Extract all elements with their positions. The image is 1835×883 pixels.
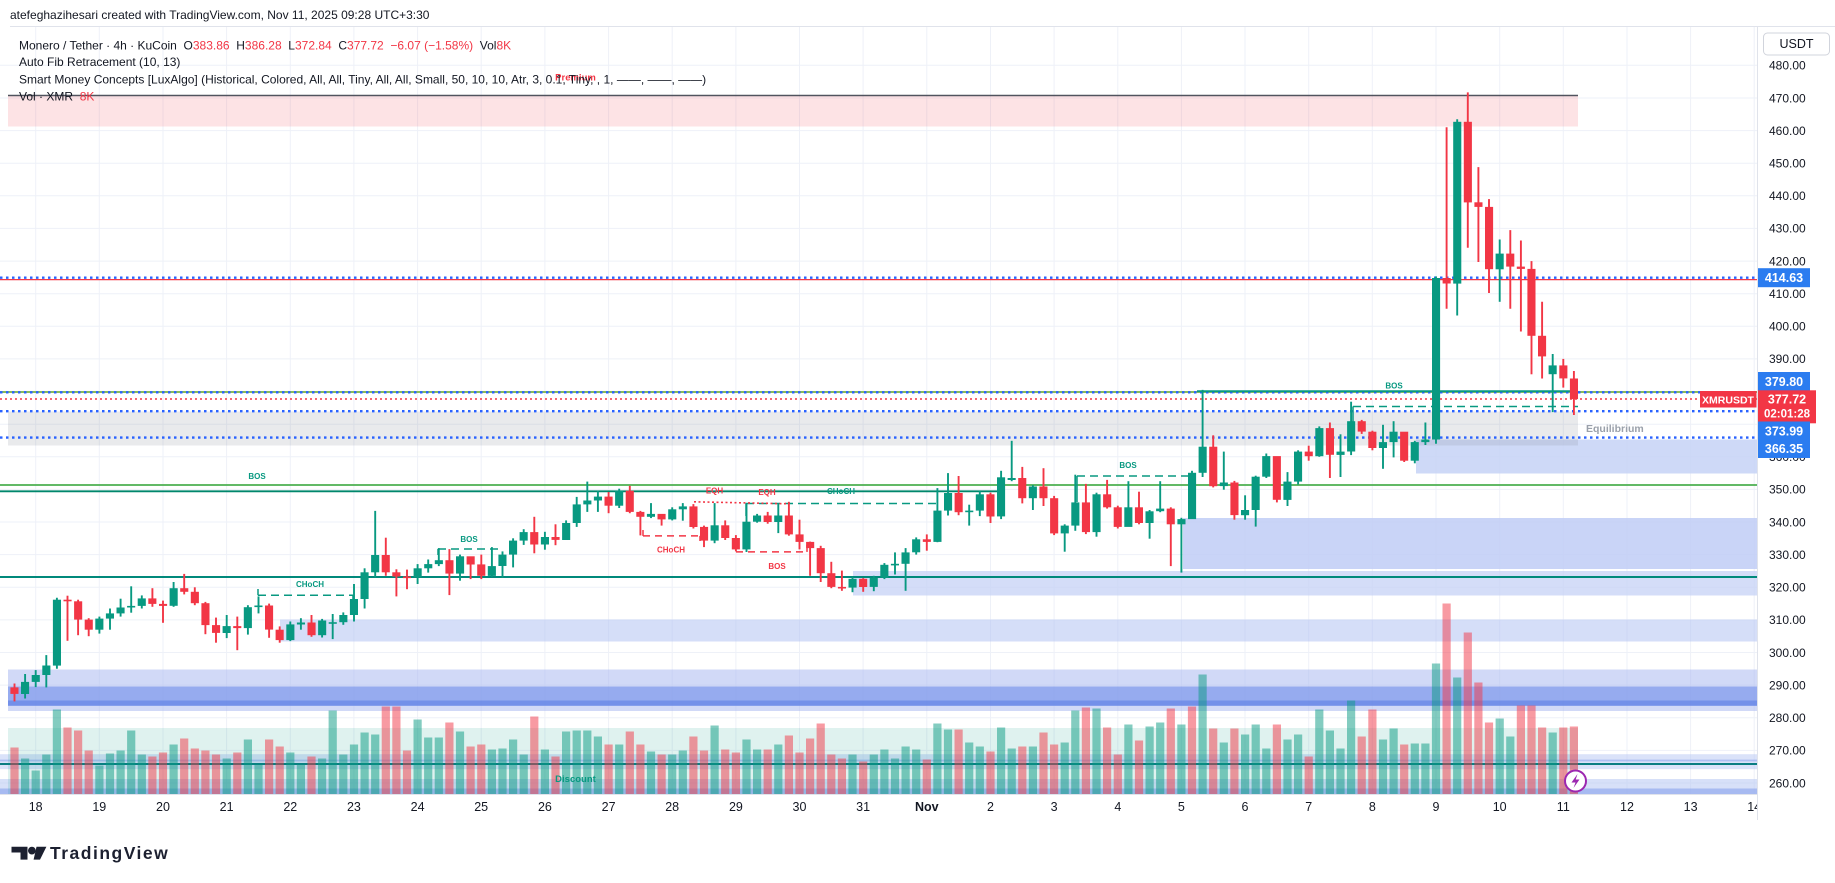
- svg-text:10: 10: [1493, 800, 1507, 814]
- svg-text:260.00: 260.00: [1769, 776, 1806, 790]
- svg-text:Discount: Discount: [555, 774, 596, 785]
- svg-text:22: 22: [283, 800, 297, 814]
- svg-text:TradingView: TradingView: [50, 843, 169, 863]
- svg-text:Vol · XMR 8K: Vol · XMR 8K: [19, 90, 94, 104]
- svg-text:Monero / Tether · 4h · KuCoin: Monero / Tether · 4h · KuCoin O383.86 H3…: [19, 39, 511, 53]
- svg-text:31: 31: [856, 800, 870, 814]
- svg-text:8: 8: [1369, 800, 1376, 814]
- svg-text:3: 3: [1051, 800, 1058, 814]
- svg-text:Premium: Premium: [555, 73, 596, 84]
- svg-text:BOS: BOS: [248, 472, 266, 481]
- svg-text:379.80: 379.80: [1765, 375, 1803, 389]
- svg-text:23: 23: [347, 800, 361, 814]
- svg-text:12: 12: [1620, 800, 1634, 814]
- svg-text:350.00: 350.00: [1769, 483, 1806, 497]
- svg-text:470.00: 470.00: [1769, 91, 1806, 105]
- svg-text:270.00: 270.00: [1769, 744, 1806, 758]
- svg-text:340.00: 340.00: [1769, 515, 1806, 529]
- svg-text:27: 27: [602, 800, 616, 814]
- svg-text:CHoCH: CHoCH: [657, 546, 685, 555]
- svg-text:atefeghazihesari created with: atefeghazihesari created with TradingVie…: [10, 8, 430, 22]
- svg-text:400.00: 400.00: [1769, 320, 1806, 334]
- svg-text:11: 11: [1557, 800, 1570, 814]
- svg-text:4: 4: [1114, 800, 1121, 814]
- svg-text:290.00: 290.00: [1769, 678, 1806, 692]
- svg-text:377.72: 377.72: [1768, 393, 1806, 407]
- svg-text:Auto Fib Retracement (10, 13): Auto Fib Retracement (10, 13): [19, 55, 180, 69]
- svg-text:BOS: BOS: [768, 562, 786, 571]
- svg-text:CHoCH: CHoCH: [827, 487, 855, 496]
- svg-text:366.35: 366.35: [1765, 442, 1803, 456]
- svg-text:280.00: 280.00: [1769, 711, 1806, 725]
- svg-text:21: 21: [220, 800, 234, 814]
- svg-text:6: 6: [1242, 800, 1249, 814]
- svg-text:19: 19: [92, 800, 106, 814]
- svg-text:24: 24: [411, 800, 425, 814]
- svg-text:430.00: 430.00: [1769, 222, 1806, 236]
- svg-text:29: 29: [729, 800, 743, 814]
- svg-text:410.00: 410.00: [1769, 287, 1806, 301]
- svg-text:5: 5: [1178, 800, 1185, 814]
- svg-text:XMRUSDT: XMRUSDT: [1702, 394, 1755, 406]
- svg-text:373.99: 373.99: [1765, 424, 1803, 438]
- svg-text:BOS: BOS: [1119, 461, 1137, 470]
- svg-text:EQH: EQH: [706, 487, 724, 496]
- svg-text:440.00: 440.00: [1769, 189, 1806, 203]
- svg-text:13: 13: [1684, 800, 1698, 814]
- svg-text:420.00: 420.00: [1769, 254, 1806, 268]
- svg-text:330.00: 330.00: [1769, 548, 1806, 562]
- svg-text:28: 28: [665, 800, 679, 814]
- svg-text:2: 2: [987, 800, 994, 814]
- svg-text:30: 30: [793, 800, 807, 814]
- svg-text:CHoCH: CHoCH: [296, 580, 324, 589]
- svg-text:390.00: 390.00: [1769, 352, 1806, 366]
- svg-text:414.63: 414.63: [1765, 271, 1803, 285]
- svg-text:USDT: USDT: [1779, 37, 1813, 51]
- svg-text:EQH: EQH: [758, 488, 776, 497]
- svg-text:26: 26: [538, 800, 552, 814]
- svg-text:450.00: 450.00: [1769, 157, 1806, 171]
- svg-text:460.00: 460.00: [1769, 124, 1806, 138]
- svg-text:25: 25: [474, 800, 488, 814]
- svg-text:480.00: 480.00: [1769, 59, 1806, 73]
- svg-text:7: 7: [1305, 800, 1312, 814]
- svg-text:300.00: 300.00: [1769, 646, 1806, 660]
- svg-text:BOS: BOS: [460, 535, 478, 544]
- svg-text:Nov: Nov: [915, 800, 939, 814]
- svg-text:Equilibrium: Equilibrium: [1586, 423, 1644, 435]
- svg-text:20: 20: [156, 800, 170, 814]
- svg-text:320.00: 320.00: [1769, 581, 1806, 595]
- svg-text:9: 9: [1433, 800, 1440, 814]
- svg-text:BOS: BOS: [1385, 382, 1403, 391]
- svg-text:18: 18: [29, 800, 43, 814]
- svg-text:310.00: 310.00: [1769, 613, 1806, 627]
- svg-text:Smart Money Concepts [LuxAlgo]: Smart Money Concepts [LuxAlgo] (Historic…: [19, 73, 706, 87]
- svg-text:02:01:28: 02:01:28: [1764, 409, 1811, 421]
